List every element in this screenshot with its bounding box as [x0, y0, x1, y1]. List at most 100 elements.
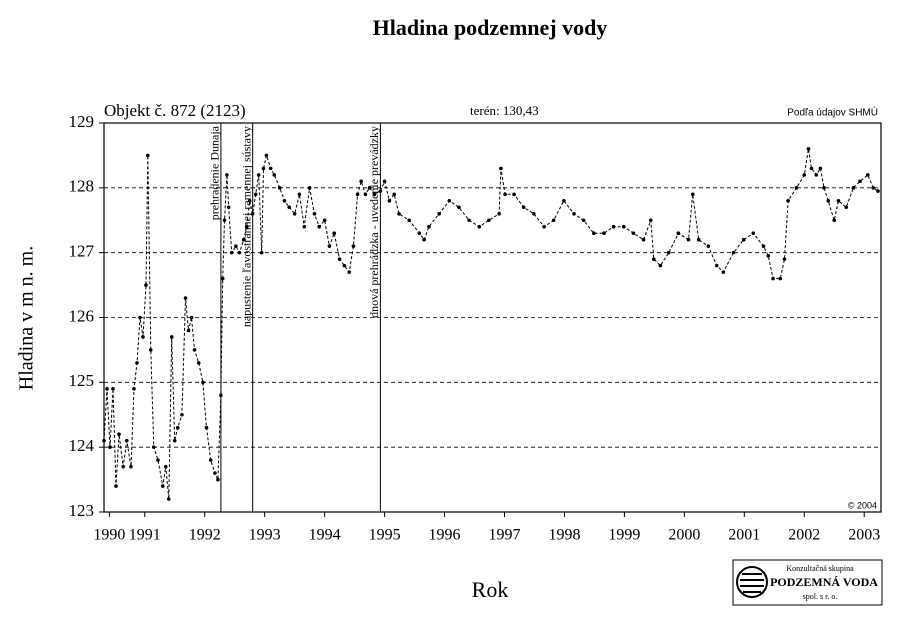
data-point	[180, 412, 184, 417]
copyright: © 2004	[848, 500, 877, 510]
data-point	[858, 179, 862, 184]
logo-icon-lines	[740, 573, 764, 593]
data-point	[222, 218, 227, 223]
x-tick-label: 1999	[608, 527, 640, 544]
data-point	[192, 348, 197, 352]
data-point	[794, 186, 799, 190]
data-point	[457, 205, 461, 210]
x-tick-label: 1994	[309, 527, 341, 544]
y-tick-label: 125	[69, 371, 95, 390]
data-point	[292, 211, 297, 216]
data-point	[312, 211, 317, 216]
data-point	[871, 186, 876, 190]
data-point	[259, 250, 264, 255]
data-point	[751, 231, 756, 236]
logo-line: Konzultačná skupina	[786, 564, 854, 573]
x-tick-label: 1996	[429, 527, 461, 544]
data-point	[160, 484, 165, 488]
data-point	[247, 199, 252, 203]
data-point	[186, 328, 191, 333]
data-point	[204, 425, 209, 430]
data-point	[268, 166, 273, 171]
x-tick-label: 1992	[189, 527, 221, 544]
data-point	[216, 477, 220, 482]
y-axis-label: Hladina v m n. m.	[16, 246, 38, 390]
data-point	[363, 192, 368, 197]
data-point	[422, 237, 426, 242]
data-point	[786, 199, 790, 203]
data-point	[282, 199, 287, 203]
data-point	[141, 335, 145, 339]
data-point	[287, 205, 292, 210]
data-point	[237, 250, 242, 255]
data-point	[129, 464, 133, 469]
data-point	[832, 218, 837, 223]
x-tick-label: 1993	[249, 527, 281, 544]
data-point	[124, 438, 129, 443]
x-tick-label: 1990	[93, 527, 125, 544]
data-point	[741, 237, 746, 242]
y-tick-label: 128	[69, 177, 95, 196]
data-point	[172, 438, 177, 443]
data-point	[213, 471, 217, 475]
data-point	[261, 166, 266, 171]
data-point	[666, 250, 671, 255]
data-point	[806, 147, 811, 151]
data-point	[818, 166, 823, 171]
data-point	[658, 263, 663, 268]
data-point	[676, 231, 681, 236]
data-point	[327, 244, 332, 248]
data-point	[706, 244, 711, 248]
data-point	[302, 224, 307, 229]
data-point	[145, 153, 150, 158]
data-point	[542, 224, 546, 229]
data-point	[686, 237, 691, 242]
data-point	[163, 464, 168, 469]
data-point	[148, 348, 153, 352]
data-point	[822, 186, 826, 190]
data-point	[307, 186, 312, 190]
data-point	[407, 218, 411, 223]
data-point	[196, 361, 201, 365]
object-label: Objekt č. 872 (2123)	[104, 101, 246, 120]
data-point	[138, 315, 142, 320]
data-point	[382, 179, 387, 184]
data-point	[499, 166, 503, 171]
data-point	[317, 224, 322, 229]
data-point	[208, 458, 213, 462]
logo-line: PODZEMNÁ VODA	[770, 575, 878, 589]
data-point	[367, 186, 372, 190]
data-point	[417, 231, 422, 236]
data-point	[648, 218, 653, 223]
data-point	[851, 186, 856, 190]
data-point	[264, 153, 269, 158]
data-point	[761, 244, 766, 248]
data-point	[766, 254, 771, 258]
data-point	[337, 257, 342, 261]
data-point	[714, 263, 719, 268]
y-tick-label: 127	[69, 242, 95, 261]
y-tick-label: 123	[69, 501, 95, 520]
data-point	[175, 425, 180, 430]
data-point	[467, 218, 471, 223]
data-point	[551, 218, 556, 223]
data-point	[225, 173, 229, 177]
data-point	[114, 484, 118, 488]
data-point	[226, 205, 231, 210]
data-point	[641, 237, 646, 242]
data-point	[572, 211, 576, 216]
data-point	[602, 231, 606, 236]
logo-icon	[736, 566, 768, 598]
data-point	[332, 231, 337, 236]
logo-box	[732, 559, 883, 606]
data-point	[392, 192, 396, 197]
data-point	[651, 257, 656, 261]
logo: Konzultačná skupina PODZEMNÁ VODA spol. …	[732, 559, 883, 606]
data-point	[876, 189, 880, 193]
x-tick-label: 1995	[369, 527, 401, 544]
data-point	[121, 464, 125, 469]
data-point	[631, 231, 636, 236]
data-point	[427, 224, 431, 229]
data-point	[771, 276, 775, 281]
